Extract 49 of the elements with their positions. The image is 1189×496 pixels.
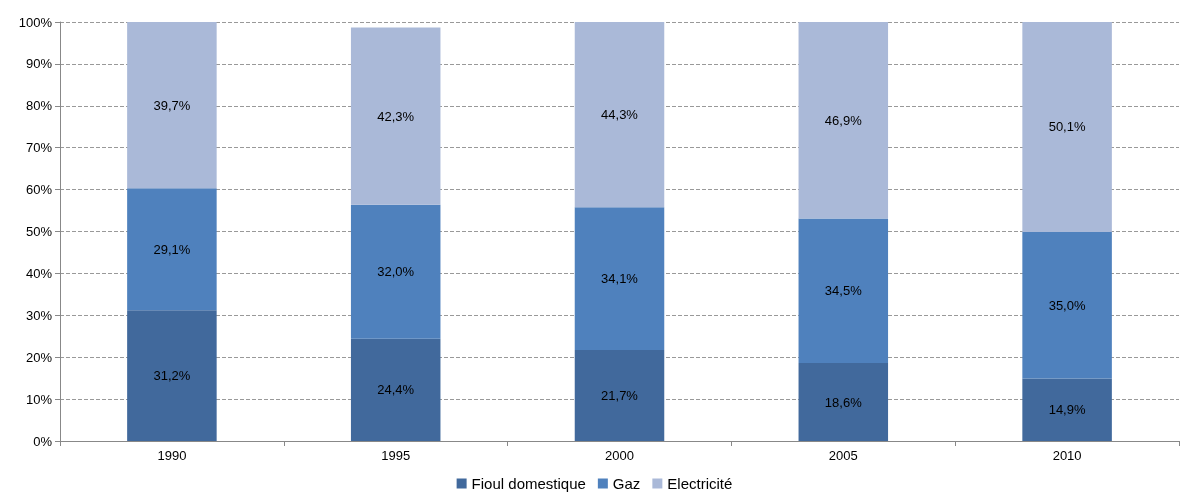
x-tick-label: 2000 xyxy=(605,448,634,463)
y-tick-label: 80% xyxy=(25,98,53,114)
bar xyxy=(574,22,665,208)
data-label: 29,1% xyxy=(153,241,191,257)
bar xyxy=(350,27,441,205)
bar xyxy=(350,338,441,441)
y-tick-label: 40% xyxy=(25,265,53,281)
data-label: 18,6% xyxy=(824,394,863,410)
bar xyxy=(127,188,217,311)
x-tick-label: 1995 xyxy=(381,448,411,463)
data-label: 44,3% xyxy=(601,107,639,123)
bar xyxy=(350,204,441,339)
bar xyxy=(574,207,665,351)
y-tick-label: 0% xyxy=(33,433,53,449)
bar xyxy=(574,350,665,441)
bar xyxy=(127,310,217,441)
data-label: 50,1% xyxy=(1048,119,1086,135)
data-label: 39,7% xyxy=(153,97,191,113)
data-label: 21,7% xyxy=(601,388,639,404)
bar xyxy=(1022,22,1112,232)
y-tick-label: 50% xyxy=(25,224,53,239)
data-label: 31,2% xyxy=(153,368,191,384)
bar xyxy=(127,22,217,189)
x-tick-label: 2005 xyxy=(828,448,858,463)
bar xyxy=(798,22,889,219)
bar xyxy=(798,218,889,364)
bar xyxy=(1022,378,1112,441)
y-tick-label: 90% xyxy=(25,56,53,72)
data-label: 14,9% xyxy=(1048,402,1086,418)
bar xyxy=(1022,231,1112,379)
bar xyxy=(798,363,889,441)
data-label: 34,5% xyxy=(824,283,863,299)
y-tick-label: 100% xyxy=(18,14,53,30)
legend-label: Electricité xyxy=(667,475,733,492)
data-label: 24,4% xyxy=(377,382,415,398)
data-label: 42,3% xyxy=(377,108,415,124)
data-label: 46,9% xyxy=(824,112,863,128)
legend-label: Gaz xyxy=(612,475,641,492)
x-tick-label: 2010 xyxy=(1052,448,1082,463)
y-tick-label: 60% xyxy=(25,182,53,198)
y-tick-label: 10% xyxy=(25,391,53,407)
y-tick-label: 70% xyxy=(25,140,53,156)
y-tick-label: 20% xyxy=(25,349,53,365)
data-label: 32,0% xyxy=(377,264,415,280)
x-tick-label: 1990 xyxy=(157,448,187,463)
legend-label: Fioul domestique xyxy=(471,475,586,492)
data-label: 35,0% xyxy=(1048,297,1086,313)
y-tick-label: 30% xyxy=(25,307,53,323)
data-label: 34,1% xyxy=(601,271,639,287)
